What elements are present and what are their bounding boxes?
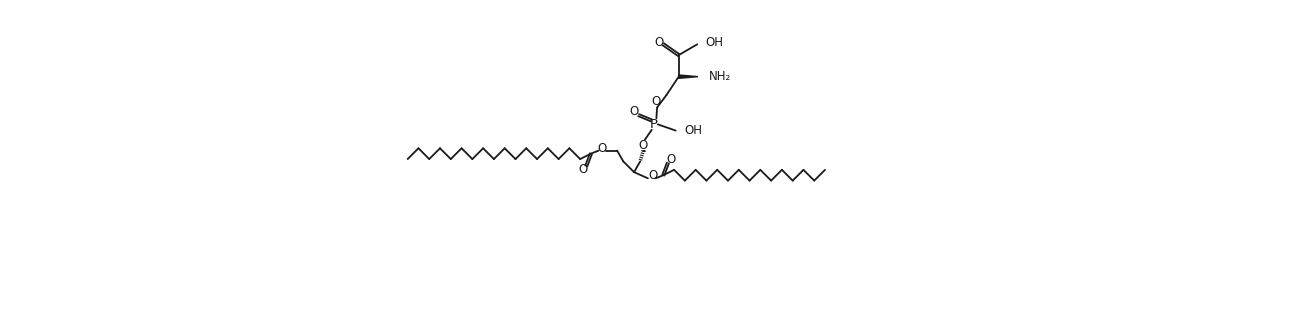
Text: O: O xyxy=(638,140,648,152)
Text: NH₂: NH₂ xyxy=(709,70,731,83)
Text: O: O xyxy=(629,105,638,118)
Text: OH: OH xyxy=(705,36,723,49)
Text: O: O xyxy=(652,95,661,108)
Text: O: O xyxy=(579,163,588,176)
Polygon shape xyxy=(679,75,697,78)
Text: OH: OH xyxy=(684,124,703,137)
Text: O: O xyxy=(666,153,675,166)
Text: O: O xyxy=(597,142,606,155)
Text: O: O xyxy=(648,169,657,183)
Text: P: P xyxy=(650,118,659,131)
Text: O: O xyxy=(654,36,664,49)
